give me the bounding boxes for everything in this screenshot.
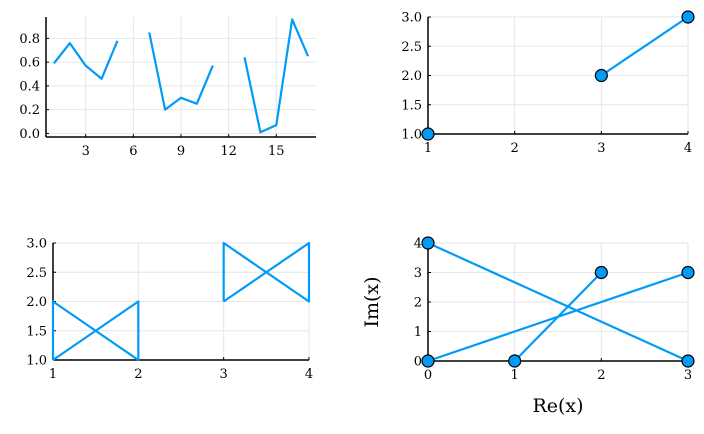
y-tick-label: 0 (414, 355, 422, 370)
x-tick-label: 3 (597, 141, 605, 156)
y-tick-label: 3.0 (401, 11, 422, 26)
subplot-top-right: 1 2 3 4 1.0 1.5 2.0 2.5 3.0 (401, 10, 695, 156)
x-tick-label: 1 (49, 367, 57, 382)
data-point-marker (681, 10, 695, 24)
data-point-marker (594, 265, 608, 280)
subplot-bottom-left: 1 2 3 4 1.0 1.5 2.0 2.5 3.0 (26, 237, 313, 383)
y-tick-label: 3.0 (26, 237, 47, 252)
y-tick-label: 0.4 (19, 79, 40, 94)
y-tick-label: 0.8 (19, 32, 40, 47)
series-line (51, 241, 311, 362)
subplot-top-left: 3 6 9 12 15 0.0 0.2 0.4 0.6 0.8 (19, 17, 316, 159)
y-tick-label: 2.0 (401, 69, 422, 84)
x-tick-label: 0 (424, 368, 432, 383)
x-tick-label: 3 (82, 144, 90, 159)
data-point-marker (594, 68, 608, 83)
x-tick-label: 2 (597, 368, 605, 383)
y-tick-label: 2.0 (26, 295, 47, 310)
y-tick-label: 3 (414, 266, 422, 281)
x-tick-label: 1 (511, 368, 519, 383)
x-tick-label: 3 (684, 368, 692, 383)
x-tick-label: 2 (511, 141, 519, 156)
subplot-bottom-right: 0 1 2 3 0 1 2 3 4 Re(x) Im(x) (361, 236, 695, 417)
y-tick-label: 1 (414, 325, 422, 340)
x-tick-label: 2 (134, 367, 142, 382)
series-line (600, 16, 689, 77)
y-tick-label: 1.5 (26, 324, 47, 339)
series-line (427, 241, 689, 363)
y-tick-label: 0.6 (19, 56, 40, 71)
x-tick-label: 9 (177, 144, 185, 159)
x-tick-label: 6 (129, 144, 137, 159)
y-tick-label: 2.5 (401, 40, 422, 55)
x-tick-label: 4 (305, 367, 313, 382)
x-tick-label: 3 (220, 367, 228, 382)
y-tick-label: 1.0 (26, 354, 47, 369)
data-point-marker (421, 127, 435, 141)
data-point-marker (681, 265, 695, 280)
data-point-marker (421, 354, 435, 368)
data-point-marker (421, 236, 435, 250)
y-tick-label: 0.0 (19, 127, 40, 142)
data-point-marker (508, 354, 522, 368)
y-tick-label: 1.5 (401, 98, 422, 113)
y-axis-title: Im(x) (361, 276, 383, 327)
y-tick-label: 2.5 (26, 266, 47, 281)
x-tick-label: 15 (268, 144, 285, 159)
y-tick-label: 1.0 (401, 128, 422, 143)
x-tick-label: 4 (684, 141, 692, 156)
y-tick-label: 0.2 (19, 103, 40, 118)
x-axis-title: Re(x) (532, 395, 583, 417)
x-tick-label: 1 (424, 141, 432, 156)
y-tick-label: 2 (414, 296, 422, 311)
x-tick-label: 12 (220, 144, 237, 159)
series-line (53, 18, 310, 134)
y-tick-label: 4 (414, 237, 422, 252)
data-point-marker (681, 354, 695, 368)
